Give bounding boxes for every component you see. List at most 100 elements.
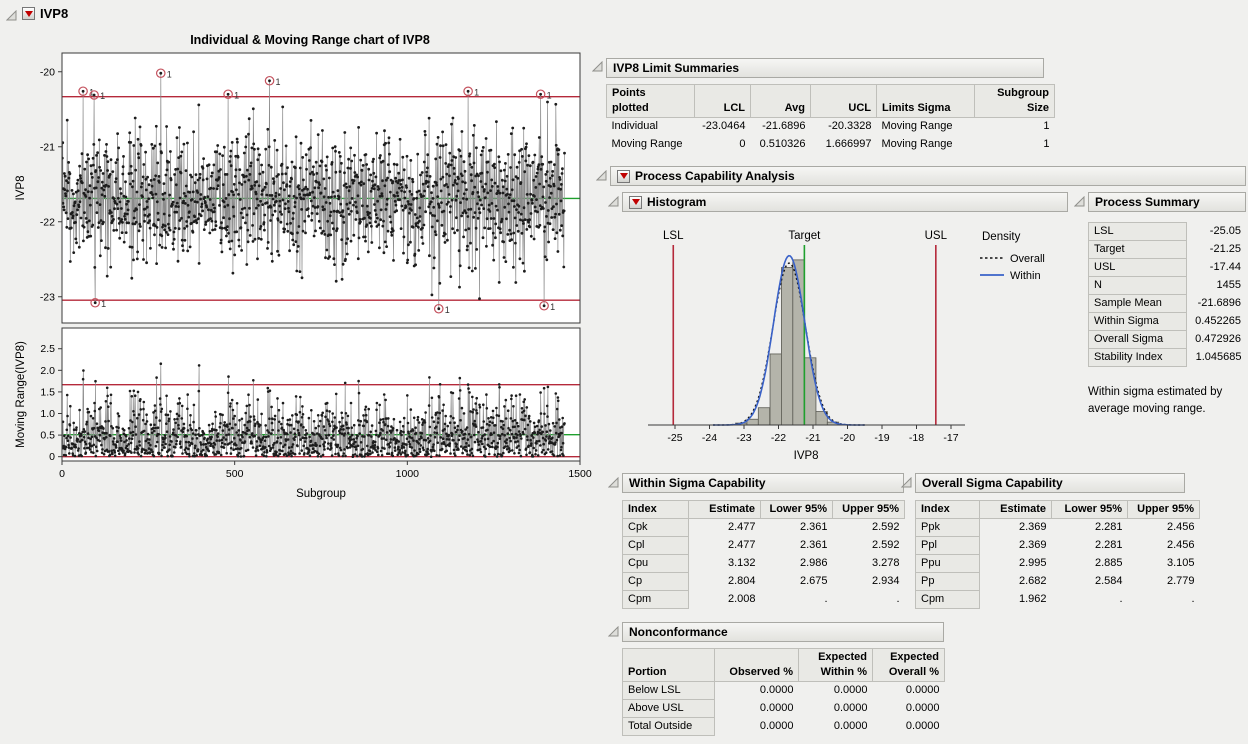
col-header: Expected Overall % (873, 649, 945, 682)
cell: 0.0000 (873, 700, 945, 718)
svg-text:Moving Range(IVP8): Moving Range(IVP8) (15, 341, 27, 448)
svg-text:LSL: LSL (663, 230, 684, 242)
collapse-triangle[interactable] (608, 626, 619, 637)
col-header: Observed % (715, 649, 799, 682)
within-capability-table: Index Estimate Lower 95% Upper 95% Cpk2.… (622, 500, 905, 609)
cell: 2.008 (689, 591, 761, 609)
nonconformance-title: Nonconformance (629, 625, 728, 639)
index-label: Cpm (623, 591, 689, 609)
cell: Moving Range (607, 136, 695, 154)
cell: 2.477 (689, 537, 761, 555)
red-triangle-menu-icon[interactable] (629, 196, 642, 209)
stat-label: Overall Sigma (1089, 331, 1187, 349)
within-capability-header[interactable]: Within Sigma Capability (622, 473, 904, 493)
collapse-triangle[interactable] (608, 477, 619, 488)
stat-value: 0.472926 (1187, 331, 1247, 349)
cell: . (761, 591, 833, 609)
collapse-triangle[interactable] (592, 61, 603, 72)
limit-summaries-table: Points plotted LCL Avg UCL Limits Sigma … (606, 84, 1055, 154)
stat-value: 0.452265 (1187, 313, 1247, 331)
cell: 0.510326 (751, 136, 811, 154)
index-label: Pp (916, 573, 980, 591)
process-capability-title: Process Capability Analysis (635, 169, 795, 183)
svg-text:IVP8: IVP8 (15, 176, 27, 201)
svg-text:Subgroup: Subgroup (296, 488, 346, 500)
within-sigma-note: Within sigma estimated by average moving… (1088, 384, 1248, 418)
individual-moving-range-chart[interactable]: Individual & Moving Range chart of IVP81… (10, 28, 592, 526)
red-triangle-menu-icon[interactable] (617, 170, 630, 183)
index-label: Cpk (623, 519, 689, 537)
stat-value: -17.44 (1187, 259, 1247, 277)
svg-text:-21: -21 (40, 141, 55, 153)
cell: 2.592 (833, 537, 905, 555)
svg-text:-25: -25 (667, 432, 682, 444)
cell: 2.592 (833, 519, 905, 537)
col-header: Portion (623, 649, 715, 682)
svg-text:1: 1 (167, 69, 172, 79)
stat-value: -21.25 (1187, 241, 1247, 259)
report-title: IVP8 (40, 6, 68, 21)
svg-text:1: 1 (100, 91, 105, 101)
cell: 1.666997 (811, 136, 877, 154)
collapse-triangle[interactable] (608, 196, 619, 207)
svg-text:-22: -22 (40, 216, 55, 228)
index-label: Ppk (916, 519, 980, 537)
cell: 2.456 (1128, 519, 1200, 537)
limit-summaries-header[interactable]: IVP8 Limit Summaries (606, 58, 1044, 78)
index-label: Cpu (623, 555, 689, 573)
red-triangle-menu-icon[interactable] (22, 7, 35, 20)
process-capability-header[interactable]: Process Capability Analysis (610, 166, 1246, 186)
col-header: Index (623, 501, 689, 519)
report-outline-header[interactable]: IVP8 (22, 6, 68, 21)
cell: Moving Range (877, 118, 975, 136)
histogram-header[interactable]: Histogram (622, 192, 1068, 212)
svg-text:2.5: 2.5 (40, 343, 55, 355)
overall-capability-header[interactable]: Overall Sigma Capability (915, 473, 1185, 493)
stat-label: Sample Mean (1089, 295, 1187, 313)
cell: 2.281 (1052, 537, 1128, 555)
svg-text:-18: -18 (909, 432, 924, 444)
cell: 3.278 (833, 555, 905, 573)
cell: 2.584 (1052, 573, 1128, 591)
stat-value: 1.045685 (1187, 349, 1247, 367)
nonconformance-table: Portion Observed % Expected Within % Exp… (622, 648, 945, 736)
nonconformance-header[interactable]: Nonconformance (622, 622, 944, 642)
cell: 0.0000 (715, 718, 799, 736)
portion-label: Above USL (623, 700, 715, 718)
svg-text:-19: -19 (874, 432, 889, 444)
collapse-triangle[interactable] (1074, 196, 1085, 207)
cell: 2.361 (761, 537, 833, 555)
index-label: Cpl (623, 537, 689, 555)
collapse-triangle[interactable] (596, 170, 607, 181)
index-label: Ppl (916, 537, 980, 555)
cell: 2.456 (1128, 537, 1200, 555)
svg-text:-20: -20 (40, 66, 55, 78)
cell: 0.0000 (799, 700, 873, 718)
cell: Individual (607, 118, 695, 136)
svg-text:Density: Density (982, 231, 1021, 243)
limit-summaries-title: IVP8 Limit Summaries (613, 61, 739, 75)
stat-label: Target (1089, 241, 1187, 259)
cell: . (833, 591, 905, 609)
cell: Moving Range (877, 136, 975, 154)
process-summary-header[interactable]: Process Summary (1088, 192, 1246, 212)
portion-label: Below LSL (623, 682, 715, 700)
svg-text:Target: Target (788, 230, 821, 242)
collapse-triangle[interactable] (6, 10, 17, 21)
svg-text:-23: -23 (736, 432, 751, 444)
jmp-report-window: IVP8 Individual & Moving Range chart of … (0, 0, 1248, 744)
collapse-triangle[interactable] (901, 477, 912, 488)
svg-text:0: 0 (49, 451, 55, 463)
cell: 3.105 (1128, 555, 1200, 573)
cell: 3.132 (689, 555, 761, 573)
index-label: Ppu (916, 555, 980, 573)
svg-text:-20: -20 (840, 432, 855, 444)
capability-histogram[interactable]: LSLTargetUSL-25-24-23-22-21-20-19-18-17I… (630, 215, 1075, 467)
cell: 2.885 (1052, 555, 1128, 573)
cell: 1.962 (980, 591, 1052, 609)
overall-capability-title: Overall Sigma Capability (922, 476, 1063, 490)
cell: 0.0000 (799, 682, 873, 700)
svg-text:1.5: 1.5 (40, 386, 55, 398)
col-header: Points plotted (607, 85, 695, 118)
stat-label: N (1089, 277, 1187, 295)
